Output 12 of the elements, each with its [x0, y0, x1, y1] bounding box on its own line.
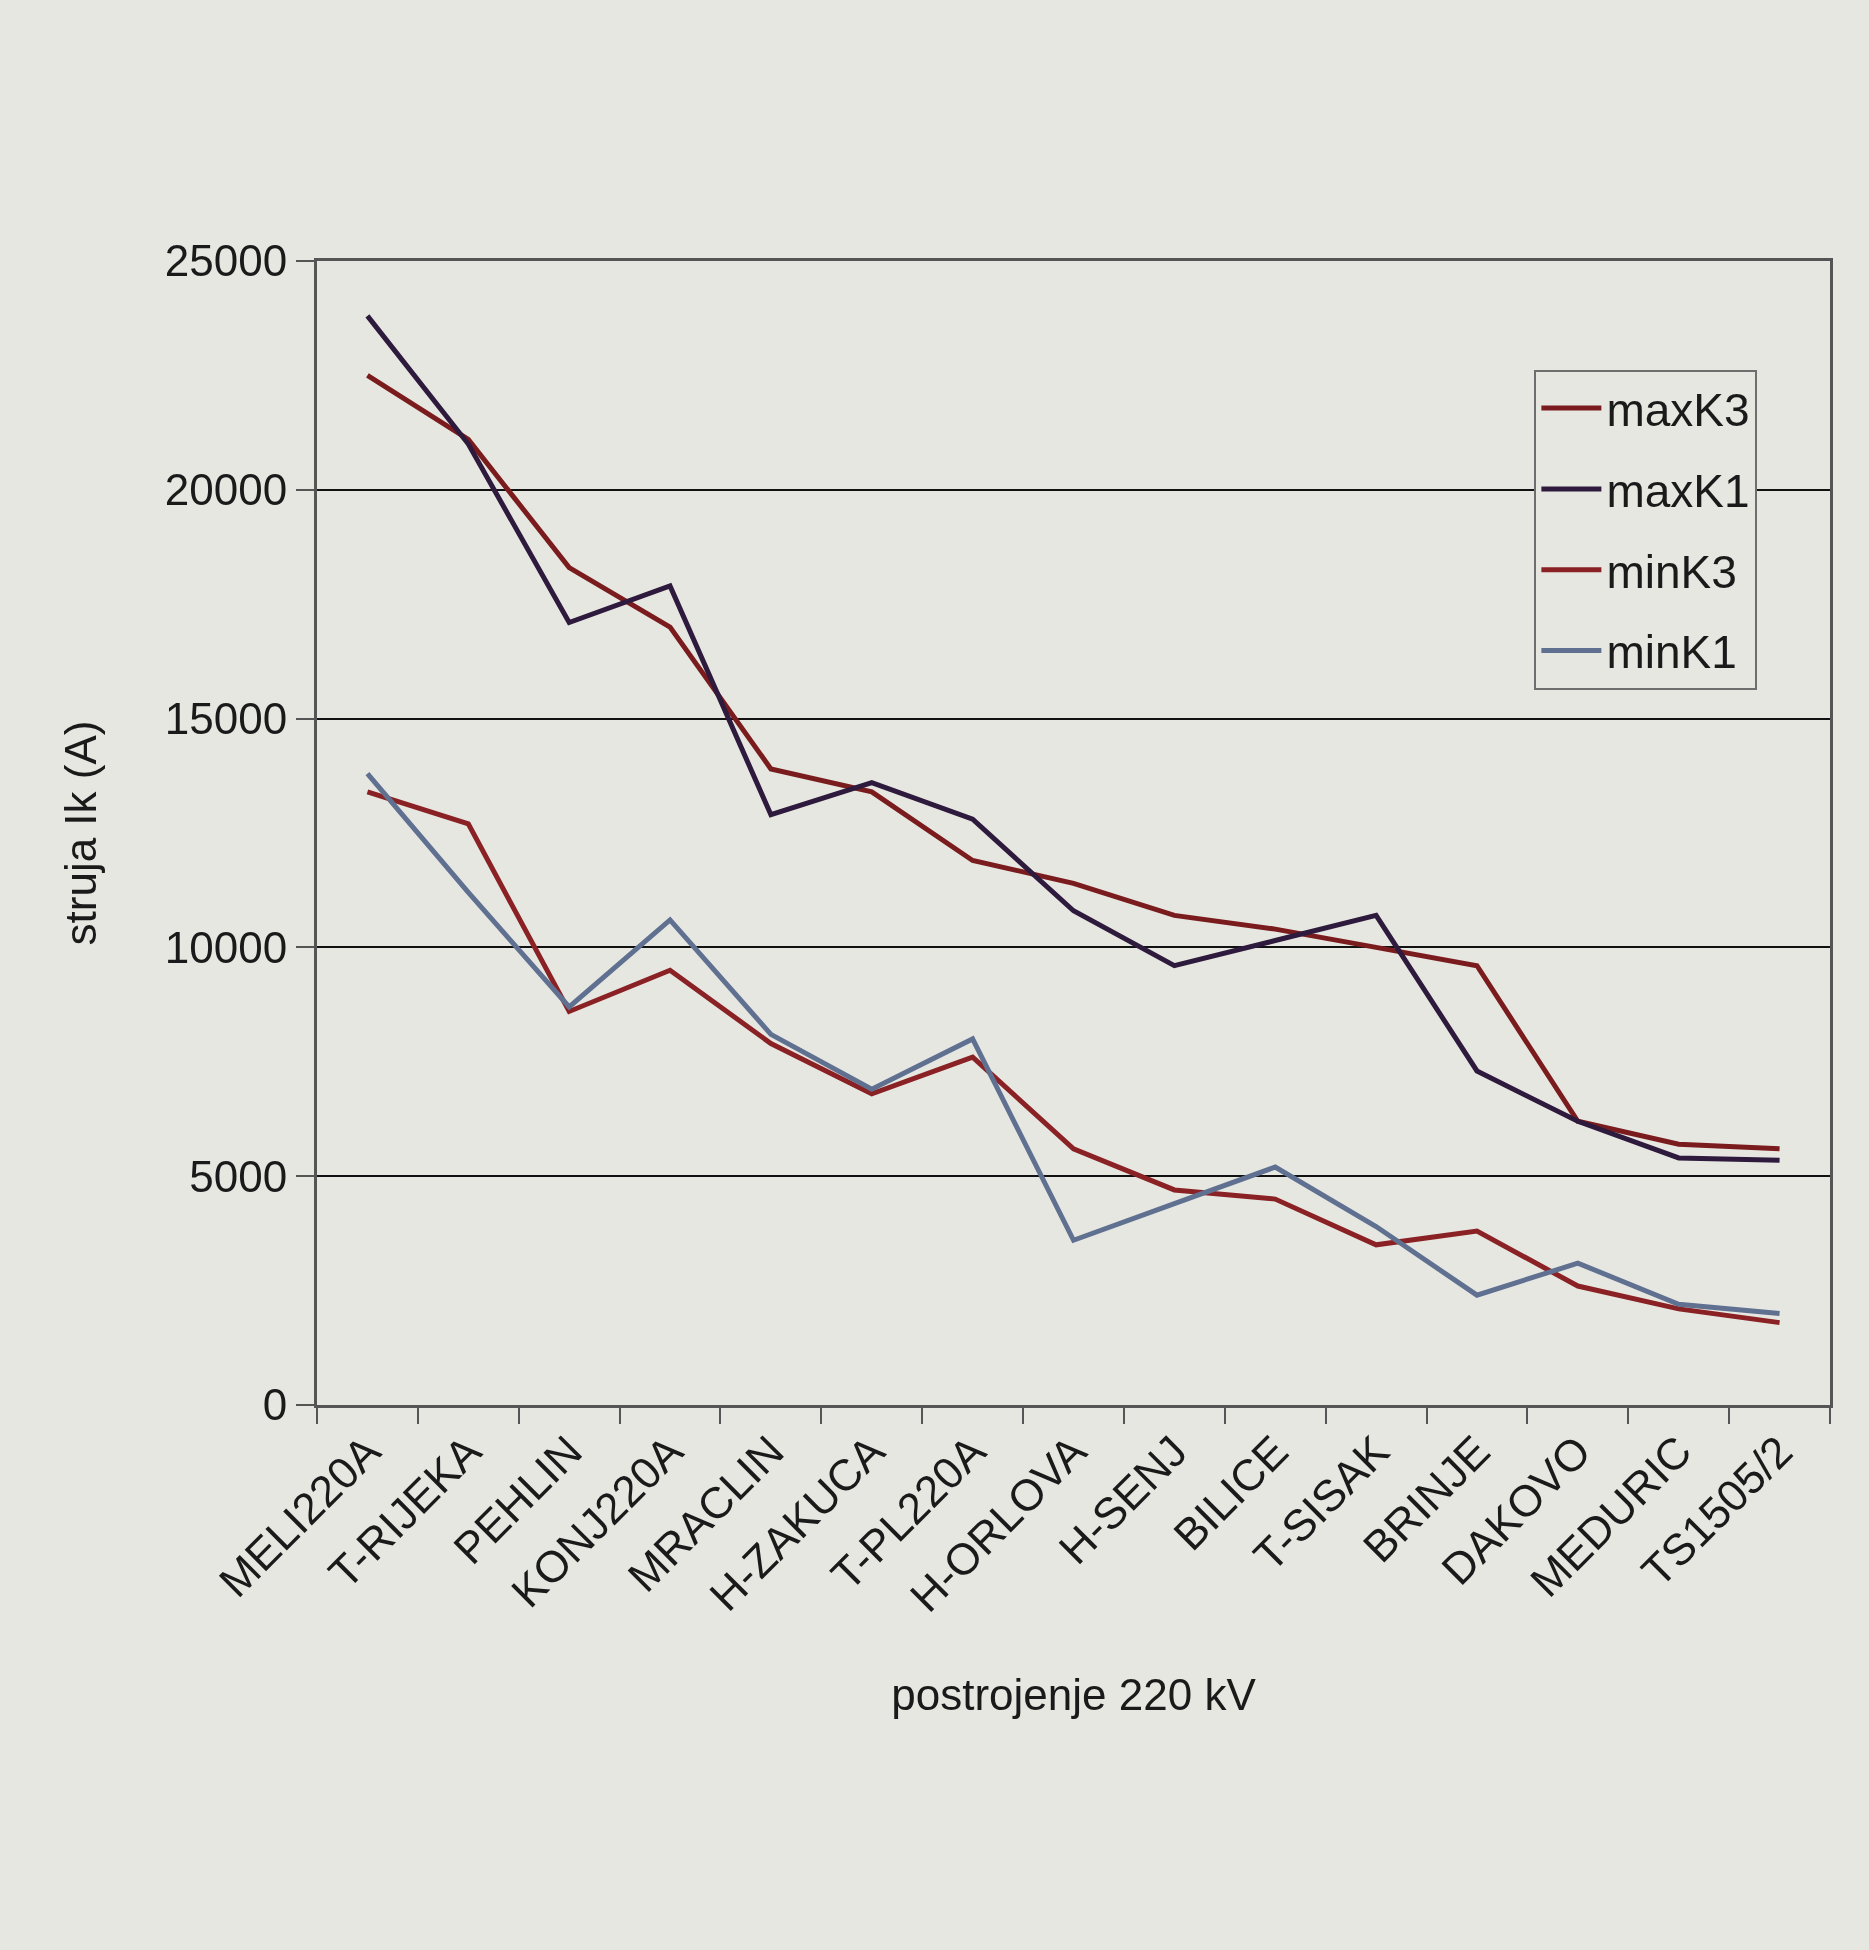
y-tick-label: 5000	[189, 1151, 288, 1201]
y-axis-title: struja Ik (A)	[55, 720, 105, 946]
legend-label: minK3	[1606, 545, 1737, 598]
y-tick-label: 10000	[164, 922, 288, 972]
y-tick-label: 20000	[164, 465, 288, 515]
x-axis-title: postrojenje 220 kV	[891, 1670, 1257, 1720]
y-tick-label: 15000	[164, 694, 288, 743]
legend-label: maxK3	[1606, 384, 1750, 437]
legend-label: minK1	[1606, 626, 1737, 679]
legend-label: maxK1	[1606, 464, 1750, 517]
y-tick-label: 0	[262, 1380, 288, 1430]
y-tick-label: 25000	[164, 236, 288, 286]
